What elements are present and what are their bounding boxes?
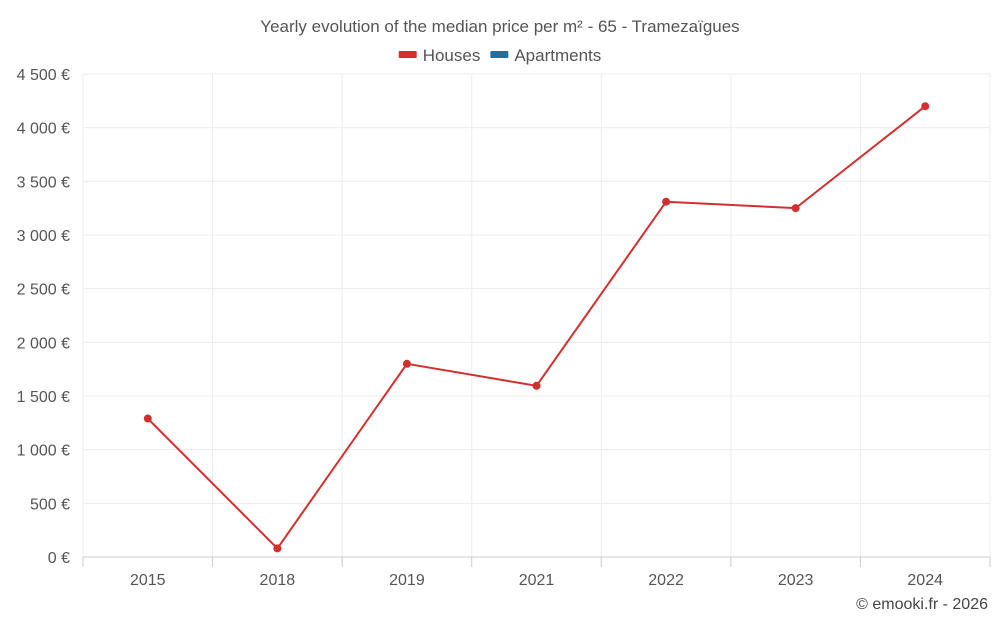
x-tick-label: 2024 bbox=[907, 572, 943, 589]
axes: 0 € 500 € 1 000 € 1 500 € 2 000 € 2 500 € 3 00… bbox=[17, 67, 991, 589]
y-tick-label: 2 500 € bbox=[17, 282, 70, 299]
x-tick-label: 2015 bbox=[130, 572, 166, 589]
data-point bbox=[791, 204, 800, 213]
y-tick-label: 3 000 € bbox=[17, 228, 70, 245]
y-tick-label: 4 000 € bbox=[17, 121, 70, 138]
data-point bbox=[921, 102, 930, 111]
grid bbox=[82, 73, 991, 557]
y-tick-label: 3 500 € bbox=[17, 174, 70, 191]
y-tick-label: 0 € bbox=[48, 550, 70, 567]
x-tick-label: 2021 bbox=[519, 572, 555, 589]
y-tick-label: 500 € bbox=[30, 496, 70, 513]
data-point bbox=[402, 359, 411, 368]
chart-title: Yearly evolution of the median price per… bbox=[260, 17, 739, 36]
data-point bbox=[662, 197, 671, 206]
legend-label: Apartments bbox=[514, 46, 601, 65]
x-tick-label: 2022 bbox=[648, 572, 684, 589]
data-point bbox=[273, 544, 282, 553]
data-point bbox=[143, 414, 152, 423]
credit-text: © emooki.fr - 2026 bbox=[856, 596, 988, 613]
data-point bbox=[532, 381, 541, 390]
legend-swatch bbox=[490, 51, 509, 58]
x-tick-label: 2019 bbox=[389, 572, 425, 589]
legend-label: Houses bbox=[423, 46, 481, 65]
x-tick-label: 2023 bbox=[778, 572, 814, 589]
x-tick-label: 2018 bbox=[260, 572, 296, 589]
series-layer bbox=[143, 102, 930, 553]
series-line-houses bbox=[147, 105, 926, 550]
y-tick-label: 1 500 € bbox=[17, 389, 70, 406]
y-tick-label: 2 000 € bbox=[17, 335, 70, 352]
legend-item-apartments: Apartments bbox=[490, 46, 601, 65]
legend-swatch bbox=[398, 51, 417, 58]
legend: Houses Apartments bbox=[398, 46, 601, 65]
y-tick-label: 4 500 € bbox=[17, 67, 70, 84]
y-tick-label: 1 000 € bbox=[17, 443, 70, 460]
legend-item-houses: Houses bbox=[398, 46, 481, 65]
